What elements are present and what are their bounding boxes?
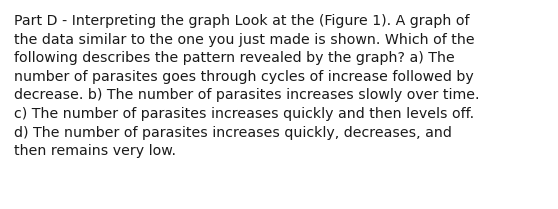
Text: Part D - Interpreting the graph Look at the (Figure 1). A graph of
the data simi: Part D - Interpreting the graph Look at … (14, 14, 479, 158)
